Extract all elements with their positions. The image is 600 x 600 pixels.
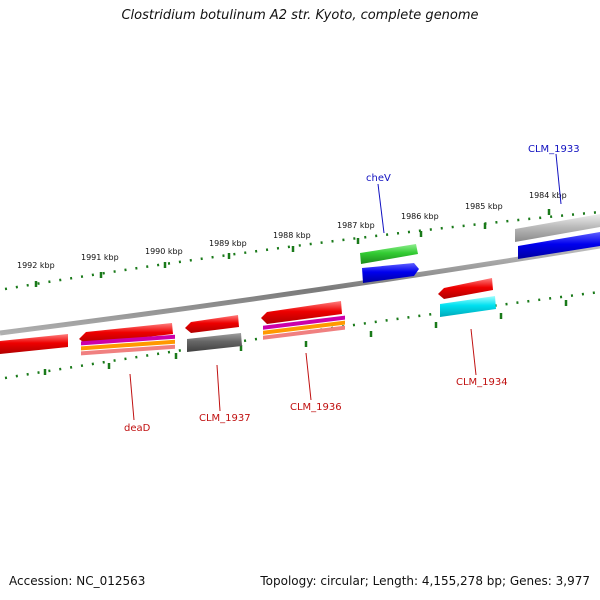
feature-CLM-1936-pink [263, 325, 345, 340]
tick-label-1990: 1990 kbp [145, 247, 183, 256]
feature-cheV-blue [362, 263, 419, 283]
feature-deaD-red [79, 323, 173, 344]
feature-CLM-1936-red [261, 301, 342, 324]
tick-label-1986: 1986 kbp [401, 212, 439, 221]
feature-CLM-1934-cyan [440, 296, 496, 317]
map-title: Clostridium botulinum A2 str. Kyoto, com… [121, 8, 479, 23]
feature-CLM-1933-silver [515, 214, 600, 242]
feature-CLM-1936-orange [263, 320, 345, 335]
accession-text: Accession: NC_012563 [9, 574, 146, 588]
feature-deaD-magenta [81, 334, 175, 346]
tick-label-1989: 1989 kbp [209, 239, 247, 248]
tick-label-1992: 1992 kbp [17, 261, 55, 270]
tick-label-1988: 1988 kbp [273, 231, 311, 240]
outer-major-ticks [34, 209, 551, 287]
feature-CLM-1934-red [438, 278, 493, 299]
gene-label-CLM-1936: CLM_1936 [290, 402, 342, 413]
feature-deaD-orange [81, 339, 175, 351]
gene-label-CLM-1933: CLM_1933 [528, 144, 580, 155]
tick-label-1984: 1984 kbp [529, 191, 567, 200]
gene-label-CLM-1934: CLM_1934 [456, 377, 508, 388]
feature-left-red [0, 334, 68, 354]
tick-label-1985: 1985 kbp [465, 202, 503, 211]
feature-CLM-1933-blue [518, 232, 600, 259]
feature-deaD-pink [81, 344, 175, 356]
label-leaders [129, 153, 562, 421]
tick-label-1987: 1987 kbp [337, 221, 375, 230]
gene-label-CLM-1937: CLM_1937 [199, 413, 251, 424]
feature-CLM-1937-red [185, 315, 239, 333]
gene-label-deaD: deaD [124, 423, 151, 434]
gene-label-cheV: cheV [366, 173, 391, 184]
feature-CLM-1937-grey [187, 333, 242, 352]
tick-label-1991: 1991 kbp [81, 253, 119, 262]
outer-tick-ring [4, 210, 600, 291]
feature-CLM-1936-magenta [263, 315, 345, 330]
genome-backbone [0, 243, 600, 336]
feature-cheV-green [360, 244, 418, 264]
genome-summary-text: Topology: circular; Length: 4,155,278 bp… [260, 574, 590, 588]
